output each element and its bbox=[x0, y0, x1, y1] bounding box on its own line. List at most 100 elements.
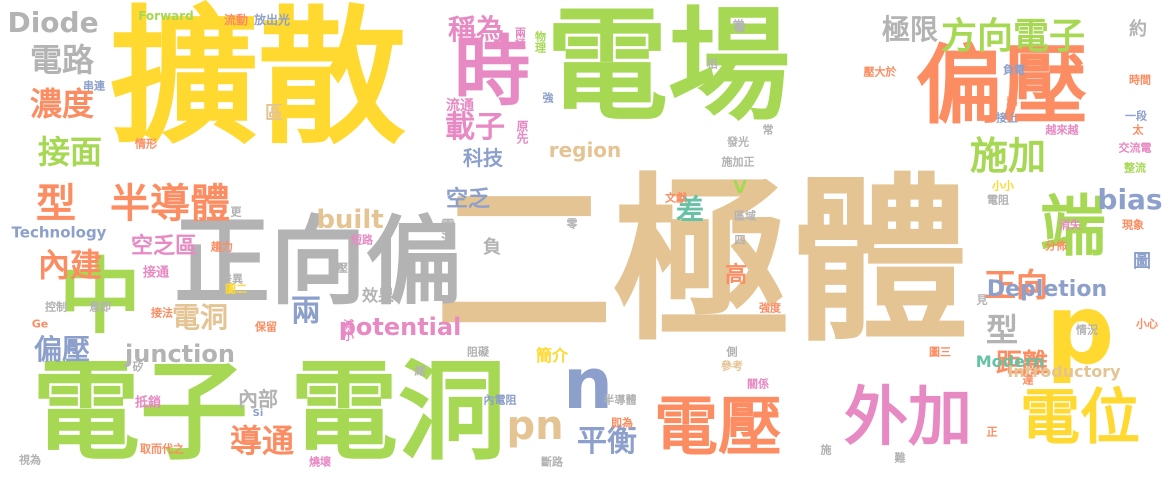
word: 接法 bbox=[151, 306, 173, 320]
word: 時間 bbox=[1129, 73, 1151, 87]
word: 意即 bbox=[89, 300, 111, 314]
word: 端 bbox=[1040, 188, 1106, 265]
word: 電子 bbox=[31, 350, 249, 475]
word: 內部 bbox=[238, 387, 278, 411]
word: 距離 bbox=[995, 349, 1049, 379]
word: Technology bbox=[11, 223, 107, 242]
word: 強度 bbox=[759, 301, 781, 315]
word: 內電阻 bbox=[483, 393, 517, 407]
word: 負電 bbox=[1003, 63, 1025, 77]
word: 偏壓 bbox=[916, 36, 1088, 136]
word: 流動 bbox=[223, 13, 249, 27]
word: 兩極 bbox=[513, 27, 527, 49]
word: 斷路 bbox=[541, 455, 563, 469]
word: 型 bbox=[36, 181, 76, 227]
word: 達 bbox=[1022, 373, 1034, 387]
word: 強 bbox=[542, 91, 554, 105]
word: 取而代之 bbox=[140, 442, 184, 456]
word: 區域 bbox=[734, 209, 756, 223]
word: 稱為 bbox=[447, 13, 505, 46]
word: junction bbox=[125, 340, 235, 368]
word: 半導體 bbox=[603, 393, 637, 407]
word: 約 bbox=[1129, 19, 1147, 40]
word: 平衡 bbox=[577, 424, 637, 459]
word: 正 bbox=[986, 425, 998, 439]
word: 燒壞 bbox=[309, 455, 331, 469]
word: 時 bbox=[454, 27, 530, 116]
word: 緒 bbox=[414, 364, 426, 378]
word: V bbox=[733, 177, 747, 198]
word: 趨力 bbox=[211, 240, 233, 254]
word: 濃度 bbox=[29, 85, 95, 123]
word: 物理 bbox=[533, 31, 547, 53]
word: Modern bbox=[975, 352, 1045, 371]
word: 正向 bbox=[983, 266, 1049, 304]
word: 壓下 bbox=[337, 261, 359, 275]
word: 四 bbox=[734, 233, 746, 247]
word: 小小 bbox=[992, 179, 1014, 193]
word: 半導體 bbox=[110, 181, 230, 227]
word: 分佈 bbox=[1045, 239, 1067, 253]
word: 側 bbox=[726, 345, 738, 359]
word: 串連 bbox=[83, 79, 105, 93]
word: 圖二 bbox=[225, 282, 247, 296]
word: 電路 bbox=[29, 41, 95, 79]
word: 即為 bbox=[611, 416, 633, 430]
word: 高 bbox=[724, 263, 748, 288]
word: 情形 bbox=[135, 137, 157, 151]
word: 施加正 bbox=[721, 155, 755, 169]
word: 空乏 bbox=[445, 187, 491, 212]
word: 導通 bbox=[229, 422, 295, 460]
word: 見 bbox=[976, 293, 988, 307]
word: 越來越 bbox=[1045, 123, 1079, 137]
word: 效果 bbox=[361, 286, 395, 305]
word: 短路 bbox=[351, 233, 373, 247]
word: 接通 bbox=[142, 265, 170, 281]
word: 方向電子 bbox=[940, 16, 1086, 57]
word: 太 bbox=[1132, 123, 1144, 137]
word: 圖三 bbox=[929, 345, 951, 359]
word: 電壓 bbox=[654, 391, 782, 465]
word: 難 bbox=[894, 451, 906, 465]
word: 零 bbox=[566, 217, 578, 231]
word: 施 bbox=[820, 443, 832, 457]
word: 現象 bbox=[1122, 218, 1144, 232]
word: 擴散 bbox=[110, 0, 406, 164]
word: 外加 bbox=[844, 381, 972, 455]
word: 接上 bbox=[996, 111, 1018, 125]
word: 科技 bbox=[463, 146, 503, 170]
word: 整流 bbox=[1124, 161, 1146, 175]
word: 載子 bbox=[445, 110, 505, 145]
word: 消失 bbox=[1059, 218, 1081, 232]
word: 流通 bbox=[446, 98, 474, 114]
word: 內建 bbox=[37, 246, 103, 284]
word: 偏壓 bbox=[33, 333, 91, 366]
word: 放出光 bbox=[253, 13, 291, 27]
word: 接面 bbox=[37, 133, 103, 171]
word: 控制 bbox=[45, 300, 67, 314]
word: n bbox=[563, 343, 613, 425]
word: 電洞 bbox=[289, 350, 507, 475]
word: 圖 bbox=[1133, 251, 1151, 272]
word: 二極體 bbox=[435, 158, 969, 365]
word: 發光 bbox=[727, 135, 749, 149]
word: 文獻 bbox=[665, 191, 687, 205]
word: 相 bbox=[706, 57, 718, 71]
word: 施加 bbox=[969, 134, 1047, 178]
word: 差異 bbox=[221, 272, 243, 286]
word: 阻礙 bbox=[467, 345, 489, 359]
word: 極限 bbox=[881, 13, 939, 46]
word: 交流電 bbox=[1118, 141, 1152, 155]
word: 壓大於 bbox=[863, 65, 897, 79]
word: 矽 bbox=[132, 360, 144, 374]
word: 越 bbox=[1006, 94, 1018, 108]
word: 簡介 bbox=[535, 346, 569, 365]
word: Si bbox=[252, 408, 264, 419]
word: 差 bbox=[675, 193, 705, 226]
word: 正向偏 bbox=[174, 206, 462, 318]
word: 電位 bbox=[1020, 383, 1140, 453]
word: 帶 bbox=[734, 21, 746, 35]
word: 常 bbox=[731, 19, 745, 31]
word: 情況 bbox=[1076, 323, 1098, 337]
